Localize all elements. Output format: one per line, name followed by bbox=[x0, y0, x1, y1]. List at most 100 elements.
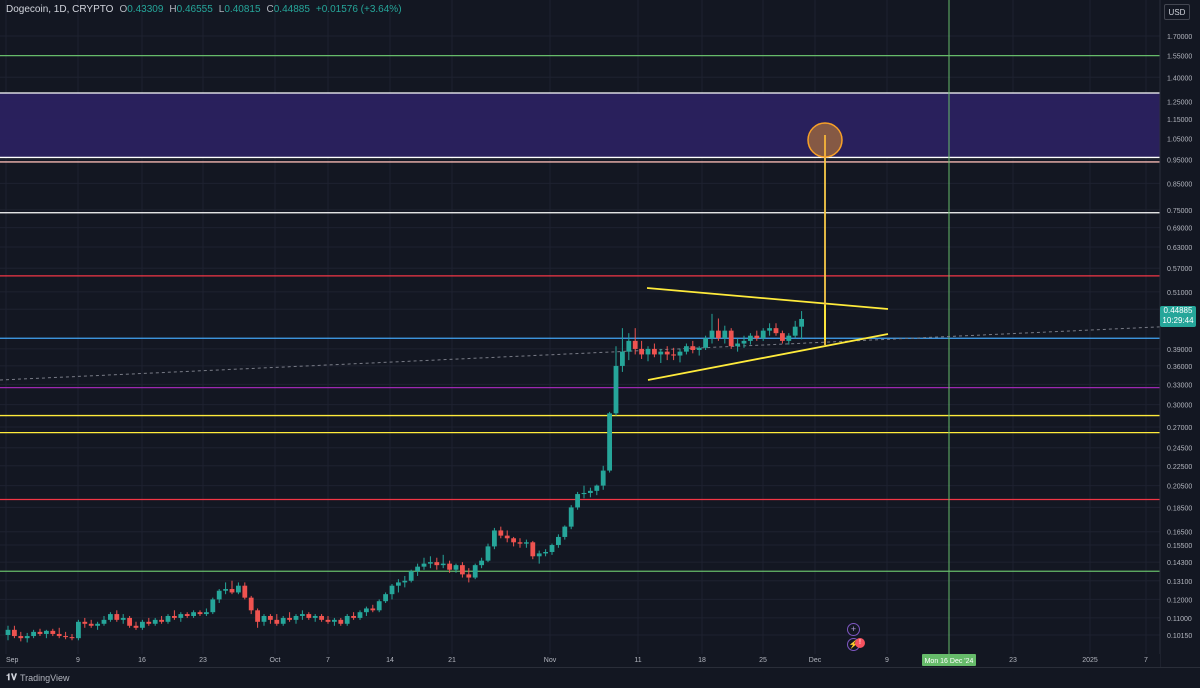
candle-body bbox=[344, 615, 350, 624]
candle-body bbox=[408, 571, 414, 581]
alert-icon[interactable]: ! bbox=[855, 638, 865, 648]
candle-body bbox=[338, 619, 344, 624]
candle-body bbox=[709, 330, 715, 339]
candle-body bbox=[767, 328, 772, 331]
candle-body bbox=[24, 636, 30, 639]
currency-button[interactable]: USD bbox=[1164, 4, 1190, 20]
time-tick-label: 21 bbox=[448, 657, 456, 664]
price-axis[interactable]: 1.70000 1.55000 1.40000 1.25000 1.15000 1.050… bbox=[1159, 0, 1200, 667]
candle-body bbox=[210, 599, 216, 613]
symbol-title[interactable]: Dogecoin, 1D, CRYPTO bbox=[6, 4, 114, 15]
price-tick-label: 0.69000 bbox=[1167, 226, 1192, 233]
candle-body bbox=[133, 625, 139, 628]
candle-body bbox=[415, 566, 420, 572]
last-price-badge: 0.44885 10:29:44 bbox=[1160, 306, 1196, 327]
time-tick-label: Sep bbox=[6, 657, 19, 664]
candle-body bbox=[543, 551, 548, 554]
price-tick-label: 0.24500 bbox=[1167, 446, 1192, 453]
price-tick-label: 0.75000 bbox=[1167, 208, 1192, 215]
candle-body bbox=[197, 612, 203, 615]
price-tick-label: 1.70000 bbox=[1167, 34, 1192, 41]
time-tick-label: 23 bbox=[199, 657, 207, 664]
price-tick-label: 0.11000 bbox=[1167, 616, 1192, 623]
time-tick-label: 16 bbox=[138, 657, 146, 664]
price-tick-label: 0.16500 bbox=[1167, 530, 1192, 537]
candle-body bbox=[536, 553, 542, 557]
candle-body bbox=[453, 565, 459, 570]
candle-body bbox=[434, 562, 440, 566]
crosshair-date-badge[interactable] bbox=[922, 654, 976, 666]
price-tick-label: 1.25000 bbox=[1167, 99, 1192, 106]
time-tick-label: 2025 bbox=[1082, 657, 1098, 664]
measure-projection[interactable] bbox=[807, 122, 843, 345]
high-value: 0.46555 bbox=[176, 4, 213, 15]
candle-body bbox=[255, 610, 260, 622]
add-plus-icon[interactable]: + bbox=[847, 623, 860, 636]
candle-body bbox=[236, 585, 241, 593]
time-axis[interactable]: Sep 9 16 23 Oct 7 14 21 Nov 11 18 25 Dec 9 23 2025 7 Mon … bbox=[0, 654, 1160, 667]
time-axis-background bbox=[0, 654, 1160, 667]
price-tick-label: 1.40000 bbox=[1167, 75, 1192, 82]
price-tick-label: 0.12000 bbox=[1167, 597, 1192, 604]
candle-body bbox=[389, 585, 395, 595]
price-tick-label: 0.20500 bbox=[1167, 484, 1192, 491]
time-tick-label: 11 bbox=[634, 657, 641, 664]
price-tick-label: 1.05000 bbox=[1167, 136, 1192, 143]
dashed-trendline[interactable] bbox=[0, 324, 1200, 381]
candle-body bbox=[664, 351, 670, 355]
candle-body bbox=[716, 330, 721, 339]
candle-body bbox=[773, 328, 779, 334]
candle-body bbox=[607, 413, 612, 471]
candle-body bbox=[652, 348, 657, 355]
candle-body bbox=[556, 536, 561, 546]
target-circle[interactable] bbox=[807, 122, 843, 158]
price-tick-label: 0.18500 bbox=[1167, 505, 1192, 512]
candle-body bbox=[50, 630, 56, 634]
candle-body bbox=[741, 340, 747, 344]
candle-body bbox=[575, 494, 580, 508]
candle-body bbox=[485, 546, 491, 561]
triangle-upper-line[interactable] bbox=[646, 287, 889, 310]
candle-body bbox=[524, 542, 529, 544]
candle-body bbox=[696, 347, 702, 350]
trendlines[interactable] bbox=[0, 287, 1200, 381]
candle-body bbox=[472, 565, 478, 578]
candle-body bbox=[18, 636, 24, 639]
candle-body bbox=[69, 637, 75, 639]
candle-body bbox=[332, 619, 337, 622]
price-tick-label: 0.13100 bbox=[1167, 579, 1192, 586]
target-zone bbox=[0, 93, 1160, 158]
time-tick-label: 9 bbox=[885, 657, 889, 664]
price-tick-label: 0.27000 bbox=[1167, 425, 1192, 432]
countdown-value: 10:29:44 bbox=[1162, 316, 1194, 325]
price-tick-label: 0.57000 bbox=[1167, 266, 1192, 273]
price-tick-label: 0.15500 bbox=[1167, 543, 1192, 550]
close-value: 0.44885 bbox=[273, 4, 310, 15]
candle-body bbox=[632, 340, 638, 349]
candle-body bbox=[140, 621, 145, 628]
candle-body bbox=[799, 318, 804, 327]
candle-body bbox=[671, 354, 676, 356]
time-tick-label: 25 bbox=[759, 657, 767, 664]
candle-body bbox=[376, 601, 382, 611]
candle-body bbox=[63, 636, 68, 638]
high-label: H bbox=[169, 4, 177, 15]
tradingview-logo[interactable]: 𝟏𝐕 TradingView bbox=[6, 672, 70, 683]
triangle-lower-line[interactable] bbox=[647, 333, 889, 381]
candle-body bbox=[504, 535, 510, 539]
candle-body bbox=[517, 542, 523, 544]
price-tick-label: 0.95000 bbox=[1167, 158, 1192, 165]
low-label: L bbox=[218, 4, 225, 15]
last-price-value: 0.44885 bbox=[1163, 306, 1193, 315]
candle-body bbox=[165, 615, 171, 622]
time-tick-label: Nov bbox=[544, 657, 557, 664]
candle-body bbox=[268, 615, 273, 620]
candle-body bbox=[780, 333, 785, 341]
candle-body bbox=[261, 615, 267, 622]
candle-body bbox=[492, 530, 497, 547]
candle-body bbox=[396, 582, 401, 586]
candle-body bbox=[594, 485, 600, 491]
price-tick-label: 0.36000 bbox=[1167, 364, 1192, 371]
candle-body bbox=[626, 340, 632, 352]
